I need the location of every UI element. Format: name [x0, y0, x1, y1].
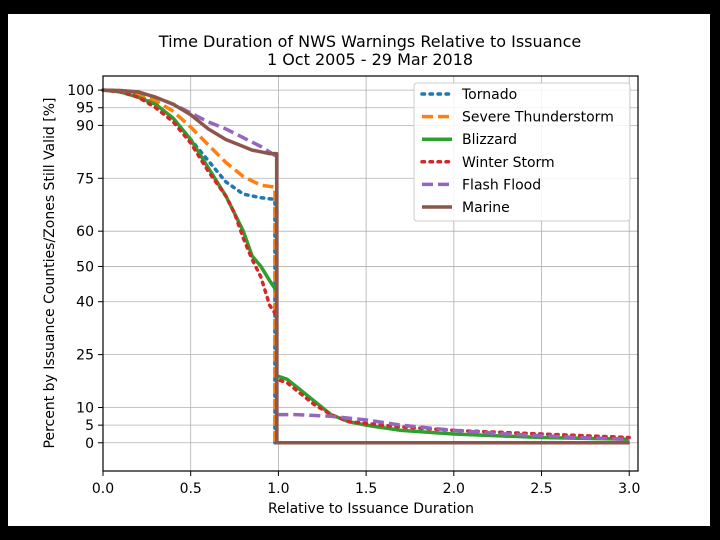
- y-tick-label: 90: [76, 118, 94, 134]
- series-line-severe-thunderstorm: [102, 88, 630, 445]
- x-tick-label: 1.5: [355, 481, 377, 497]
- y-tick-label: 60: [76, 224, 94, 240]
- y-tick-label: 100: [67, 83, 94, 99]
- legend: Tornado Severe Thunderstorm Blizzard Winter…: [413, 82, 631, 222]
- x-tick-label: 1.0: [267, 481, 289, 497]
- legend-label: Marine: [462, 200, 510, 216]
- x-tick-label: 0.0: [92, 481, 114, 497]
- grid: [102, 76, 638, 471]
- series-line-blizzard: [102, 88, 630, 442]
- legend-box: [413, 82, 631, 222]
- y-tick-label: 0: [85, 436, 94, 452]
- legend-label: Tornado: [461, 87, 517, 103]
- x-tick-label: 0.5: [180, 481, 202, 497]
- y-tick-label: 75: [76, 171, 94, 187]
- x-axis-label: Relative to Issuance Duration: [268, 501, 474, 517]
- y-tick-label: 25: [76, 348, 94, 364]
- plot-area: [102, 75, 639, 472]
- series-group: [101, 88, 631, 445]
- chart-title: Time Duration of NWS Warnings Relative t…: [158, 32, 581, 51]
- y-tick-label: 95: [76, 101, 94, 117]
- y-tick-label: 40: [76, 295, 94, 311]
- x-tick-label: 2.5: [530, 481, 552, 497]
- y-tick-label: 5: [85, 418, 94, 434]
- y-tick-label: 50: [76, 259, 94, 275]
- legend-label: Severe Thunderstorm: [462, 110, 614, 126]
- chart-subtitle: 1 Oct 2005 - 29 Mar 2018: [267, 50, 473, 69]
- x-tick-label: 2.0: [443, 481, 465, 497]
- y-axis-label: Percent by Issuance Counties/Zones Still…: [42, 98, 58, 449]
- legend-label: Blizzard: [462, 132, 517, 148]
- legend-label: Flash Flood: [462, 177, 541, 193]
- x-tick-label: 3.0: [618, 481, 640, 497]
- y-tick-label: 10: [76, 401, 94, 417]
- legend-label: Winter Storm: [462, 155, 555, 171]
- series-line-marine: [102, 88, 630, 445]
- series-line-winter-storm: [101, 88, 631, 440]
